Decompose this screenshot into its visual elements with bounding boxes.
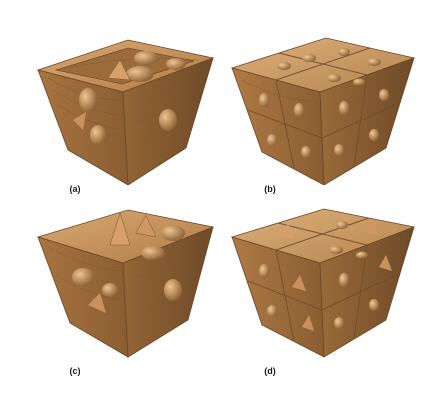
bump-shape bbox=[90, 125, 106, 145]
box-right-face bbox=[319, 57, 415, 185]
side-grid bbox=[247, 244, 401, 342]
panel-d bbox=[224, 205, 419, 360]
bump-shape bbox=[159, 109, 177, 131]
caption-d: (d) bbox=[264, 366, 276, 376]
pyramid-shape bbox=[73, 112, 86, 130]
bump-shape bbox=[164, 279, 182, 301]
wooden-box-render-a bbox=[36, 39, 215, 185]
panel-c bbox=[28, 205, 218, 360]
grid-dividers bbox=[275, 217, 370, 251]
caption-b: (b) bbox=[264, 184, 276, 194]
bump-shape bbox=[134, 51, 158, 65]
caption-c: (c) bbox=[69, 366, 81, 376]
cone-shape bbox=[107, 59, 131, 81]
panel-b bbox=[224, 30, 419, 185]
panel-a bbox=[28, 30, 218, 185]
bump-shape bbox=[141, 246, 165, 260]
wood-grain bbox=[47, 244, 204, 311]
bump-shape bbox=[102, 283, 118, 297]
caption-a: (a) bbox=[69, 184, 81, 194]
bump-shape bbox=[166, 58, 186, 70]
wooden-box-render-c bbox=[36, 209, 215, 358]
cone-shape bbox=[135, 214, 157, 238]
wooden-box-render-b bbox=[230, 37, 416, 185]
wooden-box-render-d bbox=[230, 208, 416, 358]
box-left-face bbox=[231, 67, 325, 185]
bump-cluster bbox=[259, 48, 389, 158]
grid-dividers bbox=[275, 47, 371, 81]
bump-shape bbox=[79, 88, 97, 112]
bump-shape bbox=[161, 225, 185, 241]
bump-shape bbox=[72, 268, 94, 286]
shape-cluster bbox=[259, 215, 392, 331]
side-grid bbox=[247, 74, 401, 169]
box-cavity bbox=[54, 47, 195, 85]
bump-shape bbox=[126, 66, 154, 82]
cone-shape bbox=[109, 212, 131, 246]
pyramid-shape bbox=[88, 293, 106, 313]
